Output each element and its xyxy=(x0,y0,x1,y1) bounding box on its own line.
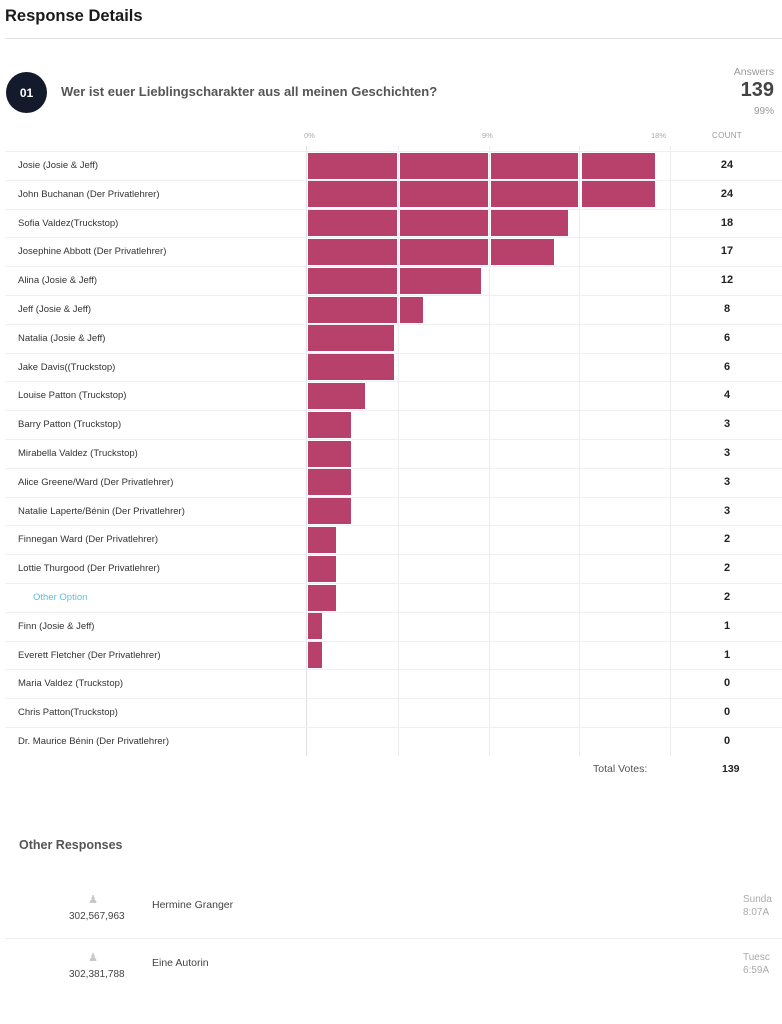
option-count: 6 xyxy=(723,331,731,344)
option-count: 2 xyxy=(723,533,731,546)
option-count: 18 xyxy=(720,216,734,229)
response-date-day: Tuesc xyxy=(743,952,770,963)
axis-tick-2: 18% xyxy=(651,131,667,140)
option-label: Sofia Valdez(Truckstop) xyxy=(18,217,119,229)
option-label: Barry Patton (Truckstop) xyxy=(18,419,122,431)
page-title: Response Details xyxy=(5,7,143,25)
user-icon: ♟ xyxy=(88,894,98,906)
title-divider xyxy=(5,38,782,39)
axis-tick-0: 0% xyxy=(304,131,315,140)
table-row: Alina (Josie & Jeff) 12 xyxy=(5,266,782,296)
answers-percent: 99% xyxy=(753,106,774,117)
option-count: 2 xyxy=(723,591,731,603)
answers-label: Answers xyxy=(733,66,774,78)
response-date-time: 8:07A xyxy=(743,907,770,918)
table-row: Barry Patton (Truckstop) 3 xyxy=(5,410,782,440)
table-row: John Buchanan (Der Privatlehrer) 24 xyxy=(5,179,782,210)
total-votes-value: 139 xyxy=(722,763,740,775)
option-label: Louise Patton (Truckstop) xyxy=(18,390,127,402)
table-row: Louise Patton (Truckstop) 4 xyxy=(5,381,782,411)
table-row: Mirabella Valdez (Truckstop) 3 xyxy=(5,439,782,469)
table-row: Josephine Abbott (Der Privatlehrer) 17 xyxy=(5,237,782,267)
table-row: Natalie Laperte/Bénin (Der Privatlehrer)… xyxy=(5,496,782,527)
option-count: 4 xyxy=(723,389,731,402)
response-id: 302,567,963 xyxy=(69,911,125,922)
other-option-link[interactable]: Other Option xyxy=(33,592,88,603)
user-icon: ♟ xyxy=(88,952,98,964)
option-label: Jeff (Josie & Jeff) xyxy=(18,304,92,315)
option-count: 3 xyxy=(723,447,731,459)
table-row: Lottie Thurgood (Der Privatlehrer) 2 xyxy=(5,554,782,584)
option-count: 17 xyxy=(720,245,734,258)
response-date: Tuesc 6:59A xyxy=(743,951,770,977)
option-label: Natalia (Josie & Jeff) xyxy=(18,332,106,344)
table-row: Finnegan Ward (Der Privatlehrer) 2 xyxy=(5,525,782,555)
response-date-day: Sunda xyxy=(743,894,772,905)
option-count: 1 xyxy=(723,619,731,632)
total-votes-label: Total Votes: xyxy=(593,763,648,775)
table-row: Sofia Valdez(Truckstop) 18 xyxy=(5,208,782,239)
option-label: Natalie Laperte/Bénin (Der Privatlehrer) xyxy=(18,505,185,517)
option-label: Jake Davis((Truckstop) xyxy=(18,361,116,373)
option-label: Dr. Maurice Bénin (Der Privatlehrer) xyxy=(18,736,169,747)
option-label: Finn (Josie & Jeff) xyxy=(18,620,95,632)
table-row: Josie (Josie & Jeff) 24 xyxy=(5,151,782,181)
option-label: Josie (Josie & Jeff) xyxy=(18,160,99,171)
option-label: Alina (Josie & Jeff) xyxy=(18,275,98,287)
question-text: Wer ist euer Lieblingscharakter aus all … xyxy=(61,84,438,99)
option-label: Lottie Thurgood (Der Privatlehrer) xyxy=(18,563,160,575)
response-divider xyxy=(5,938,782,939)
option-count: 12 xyxy=(720,274,734,287)
option-count: 3 xyxy=(723,418,731,431)
response-date-time: 6:59A xyxy=(743,965,770,976)
option-label: John Buchanan (Der Privatlehrer) xyxy=(18,188,160,200)
option-count: 0 xyxy=(723,706,731,719)
response-row[interactable]: ♟ 302,567,963 Hermine Granger Sunda 8:07A xyxy=(5,893,782,949)
option-count: 3 xyxy=(723,475,731,488)
response-name[interactable]: Eine Autorin xyxy=(152,957,209,969)
option-count: 3 xyxy=(723,504,731,517)
option-label: Finnegan Ward (Der Privatlehrer) xyxy=(18,534,159,546)
table-row: Chris Patton(Truckstop) 0 xyxy=(5,698,782,728)
option-count: 24 xyxy=(720,159,734,171)
option-count: 2 xyxy=(723,562,731,575)
axis-tick-1: 9% xyxy=(482,131,493,140)
option-count: 8 xyxy=(723,303,731,315)
response-name[interactable]: Hermine Granger xyxy=(152,899,234,911)
response-id: 302,381,788 xyxy=(69,969,125,980)
response-row[interactable]: ♟ 302,381,788 Eine Autorin Tuesc 6:59A xyxy=(5,951,782,1007)
table-row: Alice Greene/Ward (Der Privatlehrer) 3 xyxy=(5,467,782,498)
option-count: 1 xyxy=(723,648,731,661)
option-label: Josephine Abbott (Der Privatlehrer) xyxy=(18,246,167,258)
other-responses-title: Other Responses xyxy=(19,838,123,852)
table-row: Other Option 2 xyxy=(5,583,782,613)
response-date: Sunda 8:07A xyxy=(743,893,772,919)
table-row: Finn (Josie & Jeff) 1 xyxy=(5,611,782,642)
table-row: Everett Fletcher (Der Privatlehrer) 1 xyxy=(5,640,782,671)
option-label: Everett Fletcher (Der Privatlehrer) xyxy=(18,649,161,661)
table-row: Jeff (Josie & Jeff) 8 xyxy=(5,295,782,325)
count-column-header: COUNT xyxy=(712,131,742,140)
table-row: Dr. Maurice Bénin (Der Privatlehrer) 0 xyxy=(5,727,782,757)
option-label: Alice Greene/Ward (Der Privatlehrer) xyxy=(18,476,174,488)
option-count: 0 xyxy=(723,735,731,747)
option-count: 6 xyxy=(723,360,731,373)
question-number-badge: 01 xyxy=(6,72,47,113)
option-label: Chris Patton(Truckstop) xyxy=(18,707,118,719)
option-count: 0 xyxy=(723,677,731,690)
table-row: Jake Davis((Truckstop) 6 xyxy=(5,352,782,383)
option-label: Mirabella Valdez (Truckstop) xyxy=(18,448,138,459)
table-row: Maria Valdez (Truckstop) 0 xyxy=(5,669,782,699)
answers-count: 139 xyxy=(740,79,774,101)
option-count: 24 xyxy=(720,187,734,200)
option-label: Maria Valdez (Truckstop) xyxy=(18,678,124,690)
table-row: Natalia (Josie & Jeff) 6 xyxy=(5,323,782,354)
